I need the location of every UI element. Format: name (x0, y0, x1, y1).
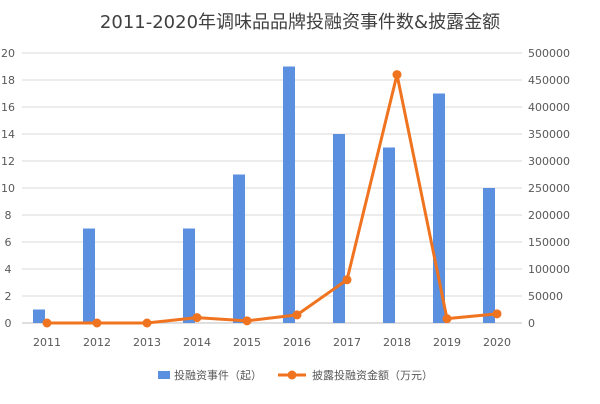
legend: 投融资事件（起） 披露投融资金额（万元） (158, 368, 433, 382)
line-point (442, 314, 452, 324)
amount-line (47, 73, 498, 325)
x-tick-label: 2012 (83, 336, 111, 349)
bar (383, 147, 395, 323)
y-left-tick-label: 12 (1, 155, 15, 168)
line-point (392, 70, 402, 80)
line-point (42, 318, 52, 328)
y-left-tick-label: 14 (1, 128, 15, 141)
y-right-tick-label: 150000 (528, 236, 570, 249)
x-tick-label: 2018 (383, 336, 411, 349)
line-point (292, 310, 302, 320)
legend-swatch-marker (287, 370, 297, 380)
y-left-tick-label: 8 (5, 209, 12, 222)
bar (33, 309, 45, 323)
y-right-tick-label: 250000 (528, 182, 570, 195)
x-tick-label: 2017 (333, 336, 361, 349)
chart-title: 2011-2020年调味品品牌投融资事件数&披露金额 (100, 12, 500, 33)
legend-swatch-bar (158, 371, 170, 379)
line-point (492, 309, 502, 319)
x-tick-label: 2019 (433, 336, 461, 349)
line-point (142, 318, 152, 328)
y-left-tick-label: 10 (1, 182, 15, 195)
bar (83, 228, 95, 323)
bar (333, 134, 345, 323)
y-left-tick-label: 18 (1, 74, 15, 87)
line-point (92, 318, 102, 328)
y-left-tick-label: 4 (5, 263, 12, 276)
y-right-tick-label: 300000 (528, 155, 570, 168)
x-tick-label: 2020 (483, 336, 511, 349)
line-point (242, 316, 252, 326)
y-left-tick-label: 2 (5, 290, 12, 303)
y-right-tick-label: 450000 (528, 74, 570, 87)
bar (433, 93, 445, 323)
y-right-tick-label: 400000 (528, 101, 570, 114)
y-right-tick-label: 350000 (528, 128, 570, 141)
legend-label-bar: 投融资事件（起） (174, 368, 262, 382)
x-tick-label: 2016 (283, 336, 311, 349)
x-tick-label: 2015 (233, 336, 261, 349)
bar (233, 174, 245, 323)
grid-layer (22, 52, 522, 324)
y-left-tick-label: 16 (1, 101, 15, 114)
y-left-tick-label: 0 (5, 317, 12, 330)
bar (283, 66, 295, 323)
bar-layer (33, 66, 495, 323)
x-tick-label: 2014 (183, 336, 211, 349)
y-right-tick-label: 500000 (528, 47, 570, 60)
y-right-tick-label: 200000 (528, 209, 570, 222)
y-right-tick-label: 50000 (528, 290, 563, 303)
y-right-tick-label: 100000 (528, 263, 570, 276)
y-left-tick-label: 20 (1, 47, 15, 60)
x-tick-label: 2011 (33, 336, 61, 349)
y-right-tick-label: 0 (528, 317, 535, 330)
y-left-tick-label: 6 (5, 236, 12, 249)
line-point (192, 313, 202, 323)
axis-layer: 0 2 4 6 8 10 12 14 16 18 20 0 50000 100000 150000 20000… (1, 47, 570, 349)
legend-label-line: 披露投融资金额（万元） (312, 368, 433, 382)
x-tick-label: 2013 (133, 336, 161, 349)
line-layer (42, 70, 502, 328)
line-point (342, 275, 352, 285)
bar (483, 188, 495, 323)
bar (183, 228, 195, 323)
